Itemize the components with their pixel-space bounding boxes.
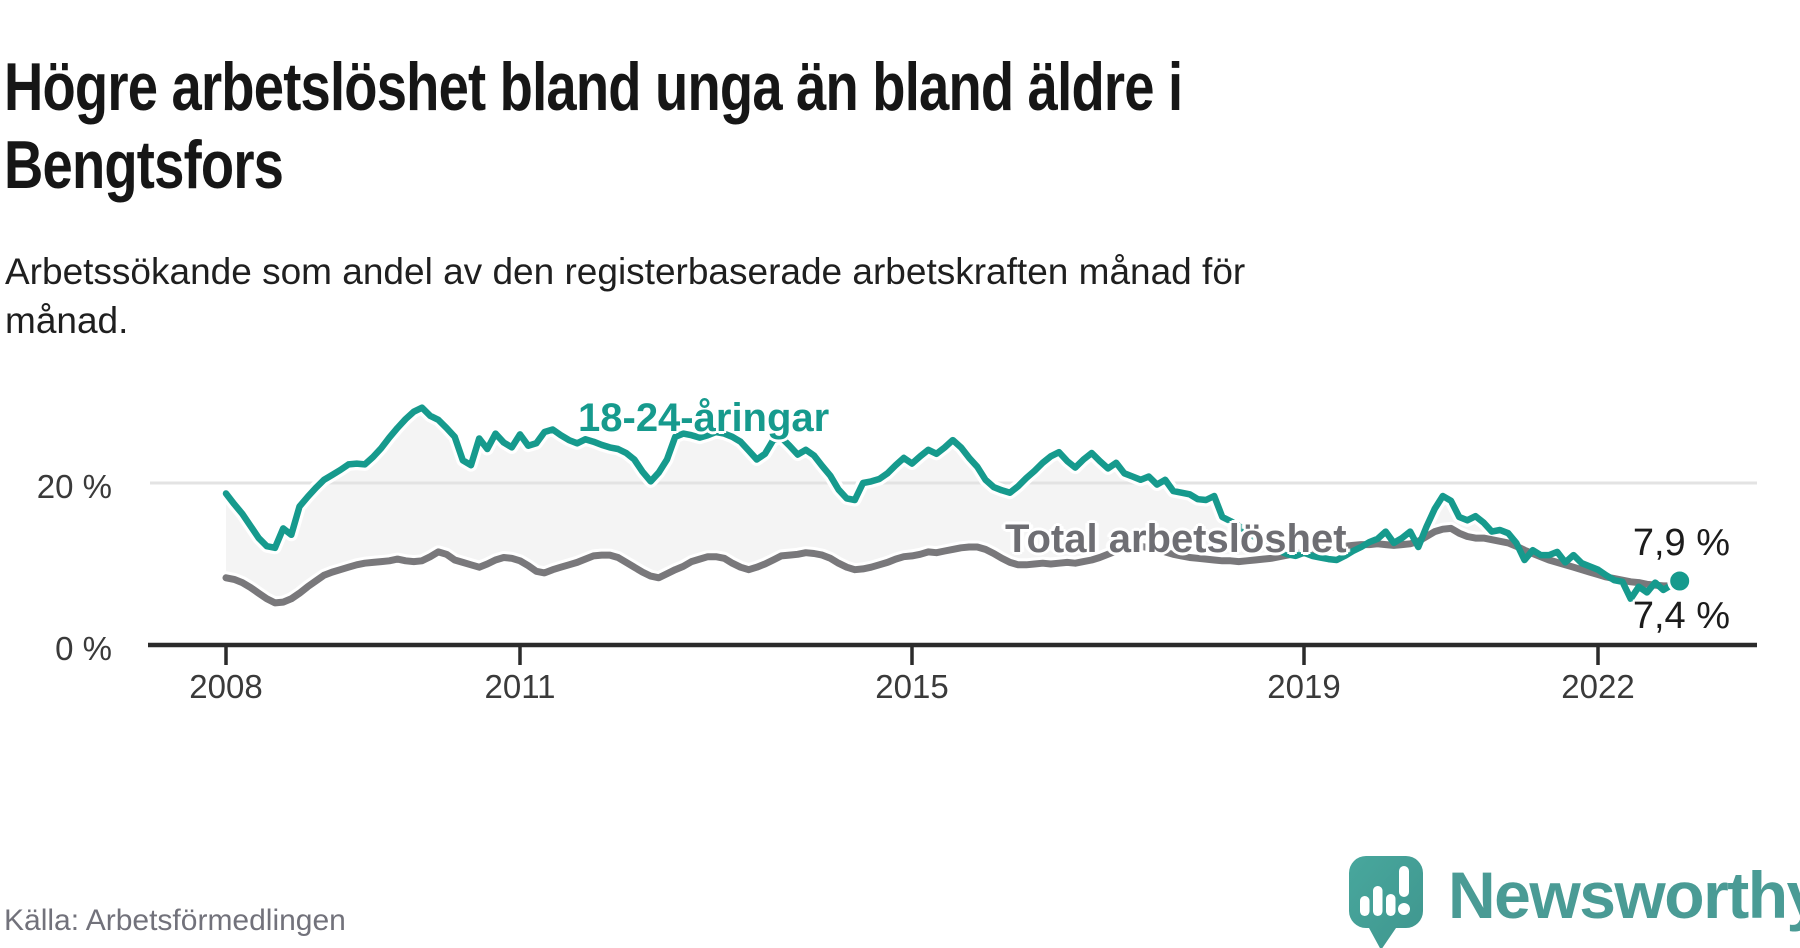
y-axis-label-0: 0 % [55,630,112,667]
newsworthy-logo-icon [1349,856,1423,948]
x-axis-label-2022: 2022 [1561,668,1635,705]
page-title-line-1: Högre arbetslöshet bland unga än bland ä… [4,48,1183,125]
chart-subtitle-line-2: månad. [5,300,129,342]
page-title: Högre arbetslöshet bland unga än bland ä… [4,48,1183,206]
total-end-value-label: 7,4 % [1632,595,1730,637]
chart-subtitle: Arbetssökande som andel av den registerb… [5,247,1245,345]
x-axis-label-2019: 2019 [1267,668,1341,705]
total-unemployment-line [222,524,1684,607]
source-attribution: Källa: Arbetsförmedlingen [4,904,346,937]
y-axis-label-20: 20 % [36,468,112,505]
youth-unemployment-line [222,404,1683,603]
chart-subtitle-line-1: Arbetssökande som andel av den registerb… [5,251,1246,292]
x-axis-ticks [224,647,1600,665]
x-axis-label-2008: 2008 [189,668,263,705]
x-axis-label-2011: 2011 [484,668,556,705]
bar-chart-exclamation-glyph [1360,866,1410,916]
total-series-label: Total arbetslöshet [1005,517,1347,561]
youth-series-end-dot [1667,568,1693,594]
x-axis-label-2015: 2015 [875,668,949,705]
youth-end-value-label: 7,9 % [1632,522,1730,564]
youth-series-label: 18-24-åringar [578,396,830,440]
newsworthy-wordmark: Newsworthy [1448,858,1800,932]
page-title-line-2: Bengtsfors [4,127,284,204]
